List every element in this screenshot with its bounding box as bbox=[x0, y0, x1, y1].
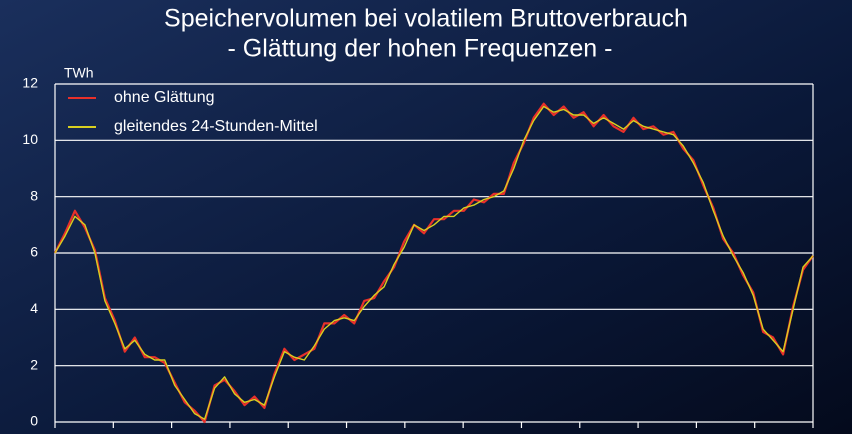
y-tick-label: 12 bbox=[22, 75, 38, 91]
y-tick-label: 10 bbox=[22, 131, 38, 147]
y-tick-label: 8 bbox=[30, 187, 38, 203]
series-line bbox=[54, 105, 814, 420]
y-tick-label: 6 bbox=[30, 244, 38, 260]
legend-label: ohne Glättung bbox=[114, 89, 215, 106]
chart-title: Speichervolumen bei volatilem Bruttoverb… bbox=[164, 5, 688, 33]
y-axis-unit: TWh bbox=[64, 65, 94, 81]
legend-label: gleitendes 24-Stunden-Mittel bbox=[114, 118, 318, 135]
y-tick-label: 4 bbox=[30, 300, 38, 316]
y-tick-label: 0 bbox=[30, 413, 38, 429]
y-tick-label: 2 bbox=[30, 356, 38, 372]
chart-subtitle: - Glättung der hohen Frequenzen - bbox=[228, 35, 613, 63]
